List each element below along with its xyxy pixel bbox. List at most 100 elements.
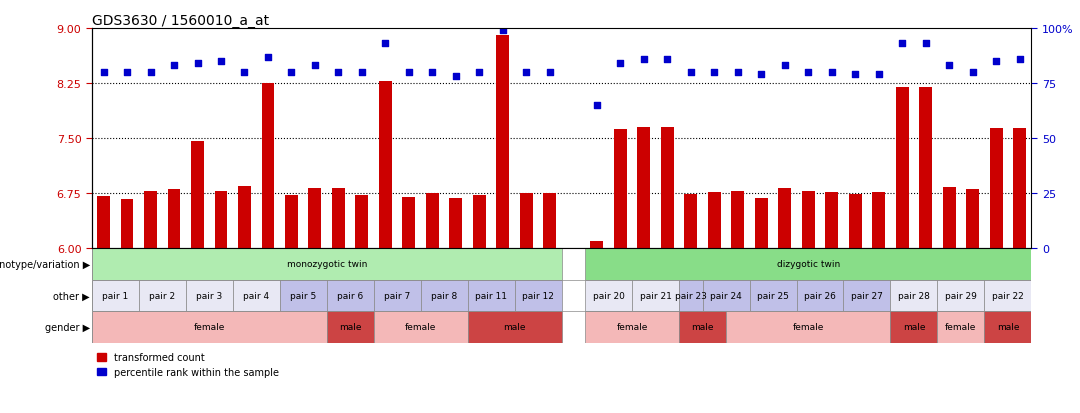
Bar bbox=[97, 197, 110, 249]
Bar bbox=[426, 194, 438, 249]
Bar bbox=[191, 142, 204, 249]
Bar bbox=[801, 192, 814, 249]
Bar bbox=[403, 197, 416, 249]
Text: pair 5: pair 5 bbox=[291, 291, 316, 300]
Bar bbox=[726, 311, 890, 343]
Bar bbox=[632, 280, 679, 311]
Point bbox=[517, 69, 535, 76]
Bar bbox=[449, 199, 462, 249]
Bar bbox=[937, 311, 985, 343]
Text: female: female bbox=[617, 323, 648, 332]
Bar bbox=[585, 249, 1031, 280]
Point bbox=[659, 56, 676, 63]
Point bbox=[447, 74, 464, 81]
Bar bbox=[515, 280, 562, 311]
Text: dizygotic twin: dizygotic twin bbox=[777, 260, 840, 269]
Point bbox=[1011, 56, 1028, 63]
Bar bbox=[755, 199, 768, 249]
Bar bbox=[984, 311, 1031, 343]
Point bbox=[611, 61, 629, 67]
Text: pair 25: pair 25 bbox=[757, 291, 789, 300]
Bar bbox=[144, 192, 157, 249]
Text: pair 2: pair 2 bbox=[149, 291, 175, 300]
Point bbox=[847, 72, 864, 78]
Bar bbox=[332, 189, 345, 249]
Bar bbox=[895, 88, 908, 249]
Bar bbox=[637, 128, 650, 249]
Text: GDS3630 / 1560010_a_at: GDS3630 / 1560010_a_at bbox=[92, 14, 269, 28]
Point bbox=[799, 69, 816, 76]
Text: pair 21: pair 21 bbox=[639, 291, 672, 300]
Text: pair 23: pair 23 bbox=[675, 291, 706, 300]
Text: pair 28: pair 28 bbox=[897, 291, 930, 300]
Bar bbox=[679, 280, 702, 311]
Bar bbox=[943, 188, 956, 249]
Bar bbox=[374, 311, 468, 343]
Point bbox=[119, 69, 136, 76]
Bar bbox=[167, 190, 180, 249]
Bar bbox=[92, 311, 326, 343]
Text: male: male bbox=[691, 323, 714, 332]
Bar bbox=[873, 193, 886, 249]
Bar bbox=[285, 195, 298, 249]
Text: female: female bbox=[405, 323, 436, 332]
Bar bbox=[661, 128, 674, 249]
Bar bbox=[825, 193, 838, 249]
Bar bbox=[613, 130, 626, 249]
Bar bbox=[473, 195, 486, 249]
Point bbox=[495, 28, 512, 34]
Bar bbox=[374, 280, 421, 311]
Point bbox=[423, 69, 441, 76]
Text: female: female bbox=[793, 323, 824, 332]
Text: pair 4: pair 4 bbox=[243, 291, 269, 300]
Bar bbox=[843, 280, 890, 311]
Text: pair 12: pair 12 bbox=[522, 291, 554, 300]
Text: pair 20: pair 20 bbox=[593, 291, 624, 300]
Bar bbox=[238, 186, 251, 249]
Bar bbox=[679, 311, 726, 343]
Point bbox=[307, 63, 324, 69]
Point bbox=[189, 61, 206, 67]
Text: gender ▶: gender ▶ bbox=[44, 322, 90, 332]
Bar bbox=[797, 280, 843, 311]
Bar bbox=[139, 280, 186, 311]
Text: pair 6: pair 6 bbox=[337, 291, 363, 300]
Bar bbox=[543, 194, 556, 249]
Bar bbox=[1013, 128, 1026, 249]
Bar bbox=[326, 311, 374, 343]
Bar bbox=[707, 193, 720, 249]
Point bbox=[705, 69, 723, 76]
Bar bbox=[591, 241, 604, 249]
Bar bbox=[967, 189, 980, 249]
Point bbox=[471, 69, 488, 76]
Bar bbox=[121, 199, 134, 249]
Bar bbox=[233, 280, 280, 311]
Text: monozygotic twin: monozygotic twin bbox=[286, 260, 367, 269]
Bar bbox=[984, 280, 1031, 311]
Point bbox=[964, 69, 982, 76]
Point bbox=[235, 69, 253, 76]
Bar bbox=[468, 311, 562, 343]
Text: other ▶: other ▶ bbox=[53, 291, 90, 301]
Bar bbox=[919, 88, 932, 249]
Point bbox=[353, 69, 370, 76]
Text: female: female bbox=[945, 323, 976, 332]
Text: pair 24: pair 24 bbox=[711, 291, 742, 300]
Bar bbox=[186, 280, 233, 311]
Bar bbox=[379, 82, 392, 249]
Point bbox=[941, 63, 958, 69]
Text: genotype/variation ▶: genotype/variation ▶ bbox=[0, 259, 90, 269]
Point bbox=[213, 59, 230, 65]
Point bbox=[893, 41, 910, 47]
Bar bbox=[497, 36, 510, 249]
Point bbox=[987, 59, 1004, 65]
Bar bbox=[421, 280, 468, 311]
Bar bbox=[585, 311, 679, 343]
Bar bbox=[849, 195, 862, 249]
Text: pair 22: pair 22 bbox=[993, 291, 1024, 300]
Point bbox=[329, 69, 347, 76]
Text: pair 11: pair 11 bbox=[475, 291, 508, 300]
Bar bbox=[890, 311, 937, 343]
Point bbox=[165, 63, 183, 69]
Point bbox=[541, 69, 558, 76]
